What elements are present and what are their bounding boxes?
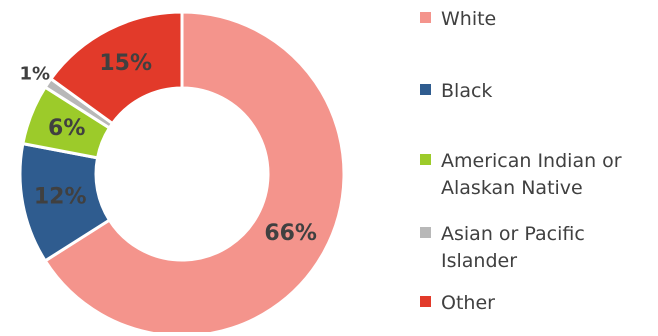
legend-item-american-indian: American Indian or Alaskan Native <box>420 148 646 202</box>
legend-label-american-indian: American Indian or Alaskan Native <box>441 150 622 199</box>
legend-label-asian: Asian or Pacific Islander <box>441 223 585 272</box>
legend-swatch-white <box>420 12 431 23</box>
legend-item-other: Other <box>420 290 646 317</box>
legend-label-other: Other <box>441 292 495 314</box>
slice-white <box>43 10 346 336</box>
data-label-asian: 1% <box>19 63 50 84</box>
donut-svg: 66% 12% 6% 1% 15% <box>18 10 346 336</box>
data-label-white: 66% <box>264 221 317 246</box>
legend: White Black American Indian or Alaskan N… <box>420 0 658 332</box>
data-label-other: 15% <box>99 51 152 76</box>
legend-swatch-american-indian <box>420 154 431 165</box>
legend-label-black: Black <box>441 80 493 102</box>
legend-swatch-other <box>420 296 431 307</box>
legend-label-white: White <box>441 8 497 30</box>
slice-other <box>48 10 184 126</box>
legend-swatch-asian <box>420 227 431 238</box>
data-label-black: 12% <box>34 185 87 210</box>
legend-item-black: Black <box>420 78 646 105</box>
legend-item-asian: Asian or Pacific Islander <box>420 221 646 275</box>
data-label-american-indian: 6% <box>48 116 85 141</box>
legend-swatch-black <box>420 84 431 95</box>
legend-item-white: White <box>420 6 646 33</box>
